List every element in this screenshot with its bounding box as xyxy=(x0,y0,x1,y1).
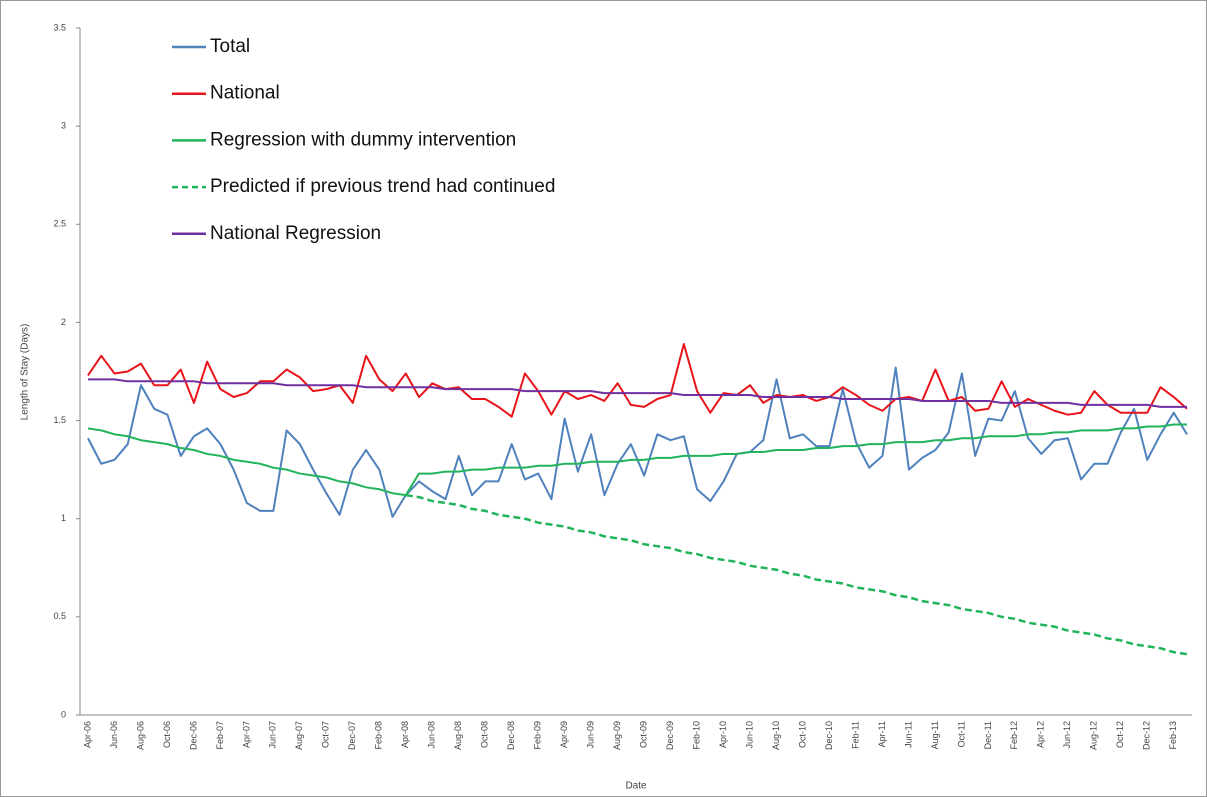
y-tick-label: 2.5 xyxy=(53,219,66,229)
x-tick-label: Oct-10 xyxy=(797,721,807,748)
y-tick-label: 1.5 xyxy=(53,415,66,425)
x-tick-label: Dec-06 xyxy=(188,721,198,750)
x-tick-label: Jun-12 xyxy=(1062,721,1072,749)
x-tick-label: Apr-09 xyxy=(559,721,569,748)
x-tick-label: Aug-09 xyxy=(612,721,622,750)
y-tick-label: 3 xyxy=(61,121,66,131)
x-tick-label: Apr-06 xyxy=(82,721,92,748)
x-tick-label: Dec-09 xyxy=(665,721,675,750)
x-tick-label: Aug-08 xyxy=(453,721,463,750)
x-tick-label: Feb-08 xyxy=(374,721,384,750)
x-tick-label: Feb-07 xyxy=(215,721,225,750)
x-tick-label: Jun-09 xyxy=(586,721,596,749)
x-tick-label: Apr-12 xyxy=(1036,721,1046,748)
x-tick-label: Dec-11 xyxy=(983,721,993,749)
x-tick-label: Oct-09 xyxy=(638,721,648,748)
series-line xyxy=(87,343,1188,418)
x-tick-label: Feb-09 xyxy=(533,721,543,750)
x-tick-label: Feb-10 xyxy=(691,721,701,750)
legend-label: National xyxy=(210,83,280,104)
x-axis-title: Date xyxy=(625,781,647,792)
x-tick-label: Jun-10 xyxy=(744,721,754,749)
legend-label: National Regression xyxy=(210,223,381,244)
y-tick-label: 3.5 xyxy=(53,22,66,32)
x-tick-label: Oct-06 xyxy=(162,721,172,748)
x-tick-label: Dec-12 xyxy=(1142,721,1152,750)
x-tick-label: Jun-07 xyxy=(268,721,278,749)
series-line xyxy=(87,423,1187,497)
x-tick-label: Oct-12 xyxy=(1115,721,1125,748)
x-tick-label: Aug-07 xyxy=(294,721,304,750)
x-tick-label: Feb-11 xyxy=(850,721,860,749)
y-tick-label: 0.5 xyxy=(53,611,66,621)
x-tick-label: Oct-08 xyxy=(480,721,490,748)
legend-label: Total xyxy=(210,36,250,57)
y-axis-title: Length of Stay (Days) xyxy=(20,324,31,421)
x-tick-label: Apr-07 xyxy=(241,721,251,748)
x-tick-label: Oct-11 xyxy=(956,721,966,747)
x-tick-label: Jun-08 xyxy=(427,721,437,749)
legend-label: Predicted if previous trend had continue… xyxy=(210,176,555,197)
x-tick-label: Feb-12 xyxy=(1009,721,1019,750)
x-tick-label: Apr-11 xyxy=(877,721,887,747)
x-tick-label: Aug-12 xyxy=(1089,721,1099,750)
x-tick-label: Feb-13 xyxy=(1168,721,1178,750)
y-tick-label: 1 xyxy=(61,513,66,523)
x-tick-label: Dec-08 xyxy=(506,721,516,750)
series-line xyxy=(88,378,1187,408)
y-tick-label: 0 xyxy=(61,709,66,719)
legend-label: Regression with dummy intervention xyxy=(210,129,516,150)
x-tick-label: Aug-11 xyxy=(930,721,940,749)
x-tick-label: Aug-06 xyxy=(135,721,145,750)
x-tick-label: Aug-10 xyxy=(771,721,781,750)
x-tick-label: Apr-10 xyxy=(718,721,728,748)
x-tick-label: Dec-10 xyxy=(824,721,834,750)
x-tick-label: Apr-08 xyxy=(400,721,410,748)
y-tick-label: 2 xyxy=(61,317,66,327)
x-tick-label: Dec-07 xyxy=(347,721,357,750)
x-tick-label: Oct-07 xyxy=(321,721,331,748)
x-tick-label: Jun-06 xyxy=(109,721,119,749)
x-tick-label: Jun-11 xyxy=(903,721,913,748)
series-line xyxy=(405,493,1188,656)
